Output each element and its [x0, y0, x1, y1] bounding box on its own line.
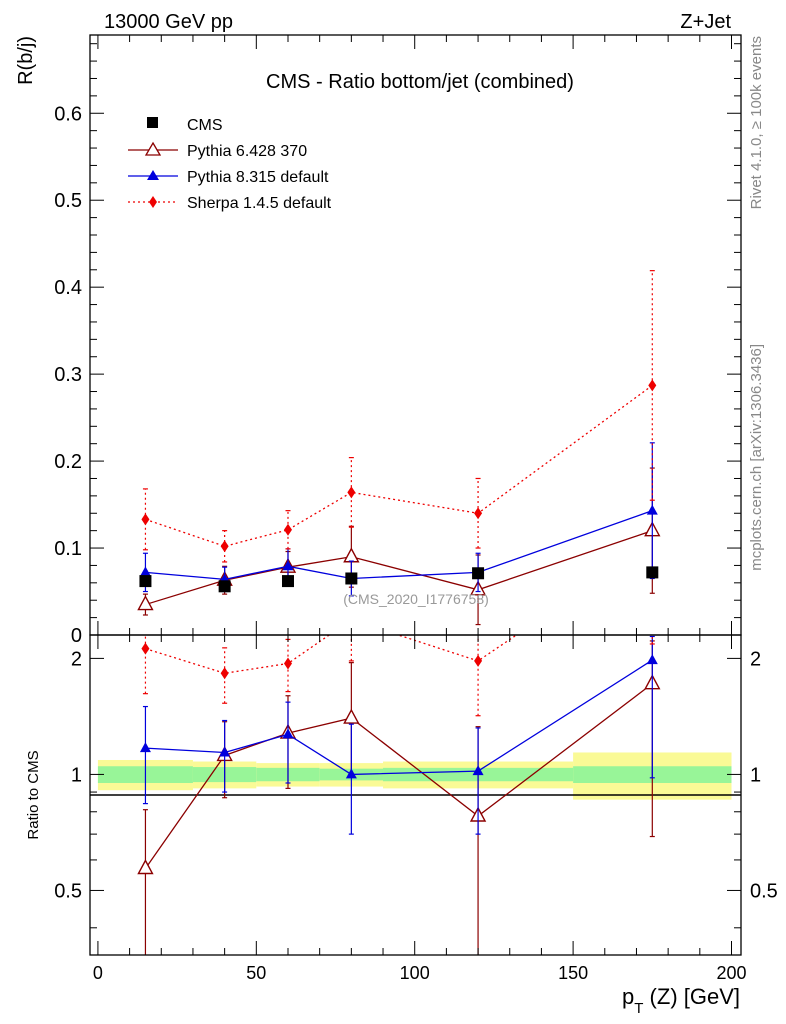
- ratio-y-axis-title: Ratio to CMS: [25, 750, 42, 839]
- main-y-axis-title: R(b/j): [15, 36, 37, 85]
- pythia8-point: [646, 504, 658, 515]
- main-y-tick-label: 0.2: [54, 451, 82, 473]
- ratio-y-tick-label-right: 1: [750, 764, 761, 786]
- pythia8-point: [646, 654, 658, 665]
- legend-pythia6-marker: [144, 141, 162, 156]
- sherpa-point: [347, 486, 356, 499]
- sherpa-line: [145, 384, 653, 547]
- main-series-group: [137, 270, 661, 626]
- ratio-series-group: [137, 614, 661, 955]
- main-sherpa-series: [141, 270, 657, 563]
- x-tick-label: 150: [558, 963, 588, 983]
- main-y-tick-label: 0.3: [54, 364, 82, 386]
- main-cms-series: [139, 566, 659, 593]
- ratio-y-tick-label-right: 0.5: [750, 880, 778, 902]
- ratio-y-tick-label-left: 0.5: [54, 880, 82, 902]
- legend: CMS Pythia 6.428 370 Pythia 8.315 defaul…: [128, 117, 332, 212]
- sherpa-point: [648, 379, 657, 392]
- pythia6-point: [343, 547, 360, 563]
- pythia8-point: [219, 746, 231, 757]
- cms-point: [281, 575, 294, 588]
- rivet-label: Rivet 4.1.0, ≥ 100k events: [748, 36, 765, 209]
- sherpa-point: [474, 507, 483, 520]
- main-pythia8-series: [139, 442, 658, 597]
- main-y-tick-label: 0.1: [54, 538, 82, 560]
- cms-point: [472, 567, 485, 580]
- legend-pythia8-marker: [147, 170, 159, 180]
- legend-pythia8-label: Pythia 8.315 default: [187, 169, 329, 186]
- legend-cms-marker: [147, 117, 158, 128]
- ratio-y-tick-label-left: 2: [71, 648, 82, 670]
- ratio-y-tick-label-right: 2: [750, 648, 761, 670]
- pythia6-line: [145, 530, 653, 606]
- sherpa-line: [145, 635, 518, 674]
- pythia6-point: [137, 859, 154, 875]
- main-y-tick-label: 0.6: [54, 103, 82, 125]
- pythia8-point: [282, 560, 294, 571]
- legend-cms-label: CMS: [187, 117, 223, 134]
- legend-pythia6-label: Pythia 6.428 370: [187, 143, 307, 160]
- cms-point: [345, 572, 358, 585]
- pythia8-point: [472, 765, 484, 776]
- pythia6-line: [144, 683, 653, 869]
- legend-sherpa-marker: [149, 196, 157, 208]
- x-axis-title: pT (Z) [GeV]: [622, 984, 740, 1017]
- main-y-tick-label: 0: [71, 625, 82, 647]
- axes-group: 0 50 100 150 200 0 0.1 0.2 0.3 0.4 0.5 0.6 0.5 0.5 1 1 2…: [54, 35, 778, 983]
- ratio-y-tick-label-left: 1: [71, 764, 82, 786]
- energy-label: 13000 GeV pp: [104, 11, 233, 33]
- sherpa-point: [474, 654, 483, 667]
- sherpa-point: [220, 667, 229, 680]
- mcplots-label: mcplots.cern.ch [arXiv:1306.3436]: [748, 344, 765, 571]
- x-tick-label: 200: [716, 963, 746, 983]
- ratio-uncertainty-bands: [97, 752, 732, 800]
- pythia8-point: [139, 742, 151, 753]
- pythia8-point: [345, 768, 357, 779]
- ratio-pythia6-series: [137, 640, 661, 955]
- sherpa-point: [141, 642, 150, 655]
- x-tick-label: 0: [93, 963, 103, 983]
- pythia8-line: [145, 659, 653, 776]
- main-y-tick-label: 0.5: [54, 190, 82, 212]
- sherpa-point: [283, 657, 292, 670]
- sherpa-point: [347, 614, 355, 626]
- pythia8-line: [145, 510, 653, 581]
- plot-title: CMS - Ratio bottom/jet (combined): [266, 71, 574, 93]
- cms-point: [218, 580, 231, 593]
- x-tick-label: 50: [246, 963, 266, 983]
- pythia8-point: [139, 566, 151, 577]
- process-label: Z+Jet: [680, 11, 731, 33]
- pythia6-point: [137, 595, 154, 611]
- main-y-tick-label: 0.4: [54, 277, 82, 299]
- x-tick-label: 100: [400, 963, 430, 983]
- ratio-panel-frame: [89, 634, 742, 956]
- sherpa-point: [283, 523, 292, 536]
- pythia6-point: [343, 708, 360, 724]
- sherpa-point: [220, 540, 229, 553]
- pythia8-point: [282, 728, 294, 739]
- sherpa-point: [141, 513, 150, 526]
- cms-point: [646, 566, 659, 579]
- ratio-pythia8-series: [139, 635, 658, 835]
- analysis-id-label: (CMS_2020_I1776758): [343, 591, 489, 607]
- legend-sherpa-label: Sherpa 1.4.5 default: [187, 195, 332, 212]
- cms-point: [139, 575, 152, 588]
